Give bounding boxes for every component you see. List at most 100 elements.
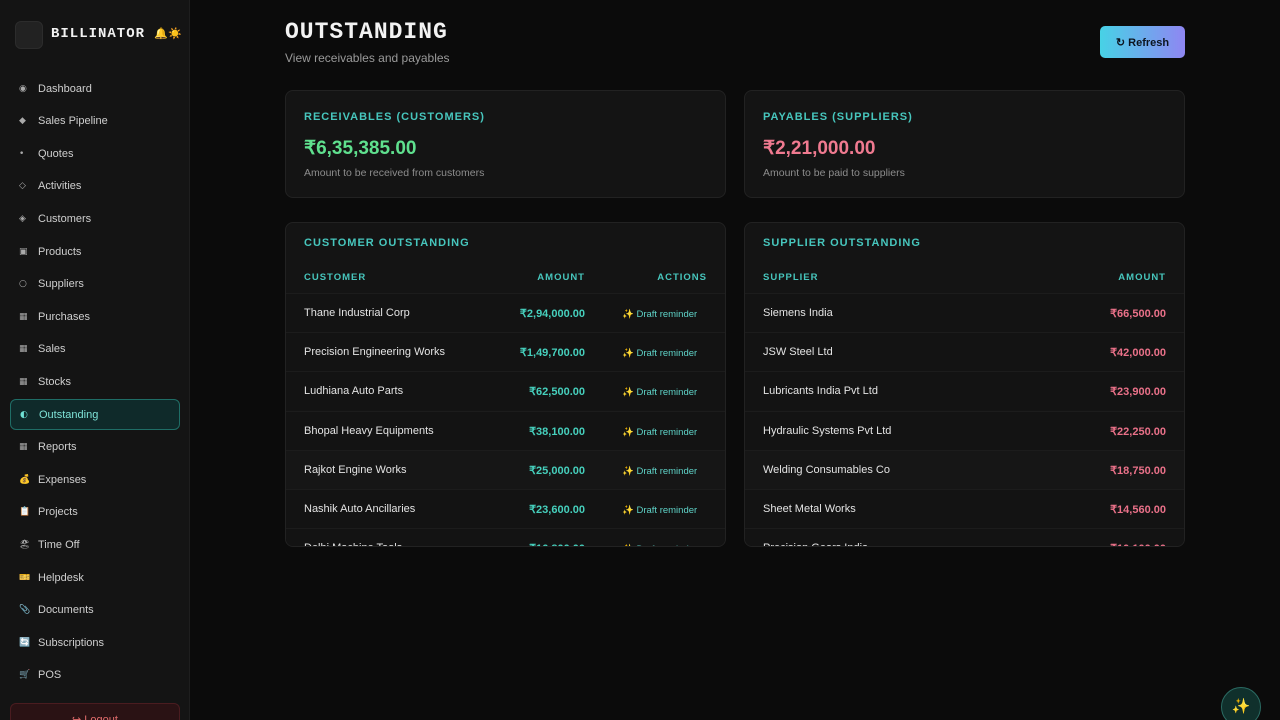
nav-icon: ◈ (19, 213, 26, 224)
row-amount: ₹25,000.00 (529, 464, 585, 477)
nav-icon: ◉ (19, 83, 27, 94)
summary-card: RECEIVABLES (CUSTOMERS) ₹6,35,385.00 Amo… (285, 90, 726, 198)
column-header: SUPPLIER (763, 272, 819, 283)
nav-label: Expenses (38, 473, 87, 486)
nav-label: Suppliers (38, 278, 84, 291)
nav-item[interactable]: ◆ Sales Pipeline (10, 106, 180, 137)
nav-label: Projects (38, 506, 78, 519)
summary-label: PAYABLES (SUPPLIERS) (763, 111, 913, 123)
summary-amount: ₹6,35,385.00 (304, 138, 417, 159)
summary-card: PAYABLES (SUPPLIERS) ₹2,21,000.00 Amount… (744, 90, 1185, 198)
nav-label: Stocks (38, 375, 72, 388)
nav-icon: 💰 (19, 474, 31, 485)
nav-label: Documents (38, 604, 94, 617)
nav-label: Customers (38, 212, 92, 225)
nav-icon: ▣ (19, 246, 28, 257)
nav-label: Outstanding (39, 408, 99, 421)
nav-item[interactable]: 🔄 Subscriptions (10, 627, 180, 658)
row-amount: ₹2,94,000.00 (519, 308, 585, 320)
nav-item[interactable]: ◉ Dashboard (10, 73, 180, 104)
nav-icon: 🛒 (19, 670, 31, 681)
nav-item[interactable]: 📋 Projects (10, 497, 180, 528)
nav-item[interactable]: 💰 Expenses (10, 464, 180, 495)
page-title: OUTSTANDING (285, 19, 448, 45)
nav-item[interactable]: ▦ Sales (10, 334, 180, 365)
row-name: Precision Gears India (763, 542, 868, 546)
table-title: CUSTOMER OUTSTANDING (304, 237, 470, 249)
row-amount: ₹23,600.00 (529, 504, 585, 516)
table-row: Lubricants India Pvt Ltd ₹23,900.00 (745, 371, 1184, 411)
row-amount: ₹14,560.00 (1110, 504, 1166, 516)
column-header: CUSTOMER (304, 272, 367, 283)
nav-item[interactable]: 🎫 Helpdesk (10, 562, 180, 593)
row-name: Ludhiana Auto Parts (304, 385, 404, 398)
nav-icon: 🏖 (19, 539, 31, 550)
nav-icon: ▦ (19, 311, 28, 322)
nav-item[interactable]: ▣ Products (10, 236, 180, 267)
refresh-button[interactable]: ↻ Refresh (1100, 26, 1185, 58)
nav-icon: ▦ (19, 344, 28, 355)
table-row: Precision Engineering Works ₹1,49,700.00 ✨… (286, 332, 725, 372)
row-name: JSW Steel Ltd (763, 346, 833, 359)
draft-reminder[interactable]: ✨ Draft reminder (622, 387, 698, 399)
nav-icon: ▦ (19, 442, 28, 453)
nav-icon: ◐ (20, 409, 28, 420)
row-name: Precision Engineering Works (304, 346, 446, 359)
brand-name: BILLINATOR (51, 26, 146, 42)
table-row: Hydraulic Systems Pvt Ltd ₹22,250.00 (745, 410, 1184, 450)
nav-icon: 📋 (19, 507, 31, 518)
nav-icon: ◆ (19, 116, 26, 127)
nav-item[interactable]: ◈ Customers (10, 203, 180, 234)
nav-item[interactable]: ▦ Stocks (10, 366, 180, 397)
nav-item[interactable]: ◐ Outstanding (10, 399, 180, 430)
nav-label: Reports (38, 441, 77, 454)
logout-button[interactable]: ↪ Logout (10, 703, 180, 720)
row-name: Bhopal Heavy Equipments (304, 424, 434, 437)
brand: BILLINATOR 🔔☀️ (51, 26, 182, 42)
nav-icon: • (19, 148, 25, 159)
logo (15, 21, 43, 49)
row-amount: ₹66,500.00 (1110, 308, 1166, 320)
nav-label: Purchases (38, 310, 90, 323)
nav-label: Activities (38, 180, 82, 193)
supplier-table: SUPPLIER OUTSTANDING SUPPLIER AMOUNT Sie… (744, 222, 1185, 547)
row-amount: ₹10,100.00 (1110, 542, 1166, 546)
draft-reminder[interactable]: ✨ Draft reminder (622, 348, 698, 360)
nav-item[interactable]: 🛒 POS (10, 660, 180, 691)
nav-label: POS (38, 669, 62, 682)
row-name: Lubricants India Pvt Ltd (763, 385, 878, 398)
nav-item[interactable]: 🏖 Time Off (10, 529, 180, 560)
table-row: Precision Gears India ₹10,100.00 (745, 528, 1184, 546)
row-amount: ₹42,000.00 (1110, 347, 1166, 360)
nav-item[interactable]: 📎 Documents (10, 595, 180, 626)
row-amount: ₹1,49,700.00 (519, 347, 585, 360)
nav-icon: ○ (19, 279, 27, 290)
customer-table: CUSTOMER OUTSTANDING CUSTOMER AMOUNT ACT… (285, 222, 726, 547)
row-name: Delhi Machine Tools (304, 542, 402, 546)
nav-label: Sales (38, 343, 66, 356)
nav-item[interactable]: ▦ Reports (10, 432, 180, 463)
nav-label: Quotes (38, 147, 74, 160)
row-name: Rajkot Engine Works (304, 463, 407, 476)
draft-reminder[interactable]: ✨ Draft reminder (622, 426, 698, 438)
nav-label: Time Off (38, 538, 80, 551)
nav-item[interactable]: ○ Suppliers (10, 269, 180, 300)
nav-label: Helpdesk (38, 571, 84, 584)
draft-reminder[interactable]: ✨ Draft reminder (622, 505, 698, 516)
draft-reminder[interactable]: ✨ Draft reminder (622, 309, 698, 320)
table-row: Rajkot Engine Works ₹25,000.00 ✨ Draft rem… (286, 449, 725, 489)
table-row: Delhi Machine Tools ₹16,800.00 ✨ Draft rem… (286, 528, 725, 546)
draft-reminder[interactable]: ✨ Draft reminder (622, 544, 697, 546)
summary-amount: ₹2,21,000.00 (763, 138, 876, 159)
nav-icon: ▦ (19, 376, 28, 387)
nav-item[interactable]: • Quotes (10, 138, 180, 169)
row-amount: ₹22,250.00 (1110, 425, 1166, 438)
nav-item[interactable]: ▦ Purchases (10, 301, 180, 332)
table-row: Thane Industrial Corp ₹2,94,000.00 ✨ Draft… (286, 293, 725, 332)
draft-reminder[interactable]: ✨ Draft reminder (622, 465, 698, 477)
assistant-button[interactable]: ✨ (1221, 687, 1261, 720)
nav-item[interactable]: ◇ Activities (10, 171, 180, 202)
row-amount: ₹38,100.00 (529, 425, 585, 438)
row-name: Welding Consumables Co (763, 463, 890, 476)
summary-note: Amount to be received from customers (304, 167, 485, 179)
